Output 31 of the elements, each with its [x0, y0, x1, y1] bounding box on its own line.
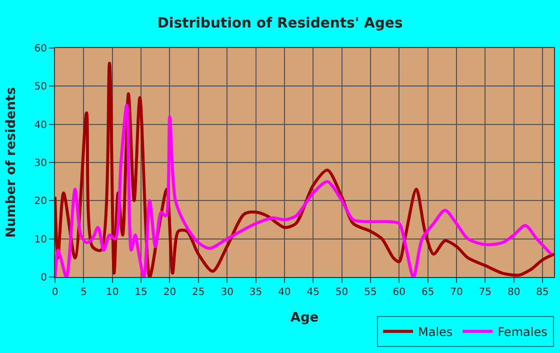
y-tick-label: 0 — [40, 272, 47, 284]
x-tick-label: 50 — [335, 287, 348, 298]
y-tick-label: 40 — [34, 120, 47, 131]
x-tick-label: 85 — [536, 287, 549, 298]
x-tick-label: 45 — [306, 287, 320, 298]
x-tick-label: 55 — [364, 287, 377, 298]
y-tick-label: 10 — [34, 234, 47, 246]
x-tick-label: 25 — [192, 287, 205, 298]
line-series — [55, 104, 553, 277]
y-axis-title: Number of residents — [4, 86, 20, 238]
x-tick-label: 10 — [106, 287, 119, 298]
x-tick-label: 0 — [52, 287, 58, 298]
legend-label: Males — [418, 325, 453, 340]
y-tick-label: 30 — [34, 158, 47, 169]
y-tick-label: 50 — [34, 82, 47, 93]
y-tick-label: 60 — [34, 44, 47, 54]
y-tick-label: 20 — [34, 196, 47, 208]
x-tick-label: 5 — [80, 287, 87, 298]
x-axis-title: Age — [290, 310, 319, 326]
x-tick-label: 60 — [392, 287, 406, 298]
chart-title: Distribution of Residents' Ages — [157, 15, 403, 32]
x-tick-label: 30 — [220, 287, 234, 298]
x-tick-label: 80 — [507, 287, 520, 298]
legend-label: Females — [498, 325, 548, 340]
x-tick-label: 35 — [249, 287, 262, 298]
x-tick-label: 65 — [421, 287, 434, 298]
x-tick-label: 20 — [163, 287, 176, 298]
x-tick-label: 15 — [134, 287, 148, 298]
x-tick-label: 70 — [450, 287, 463, 298]
x-tick-label: 40 — [278, 287, 291, 298]
x-tick-label: 75 — [478, 287, 492, 298]
